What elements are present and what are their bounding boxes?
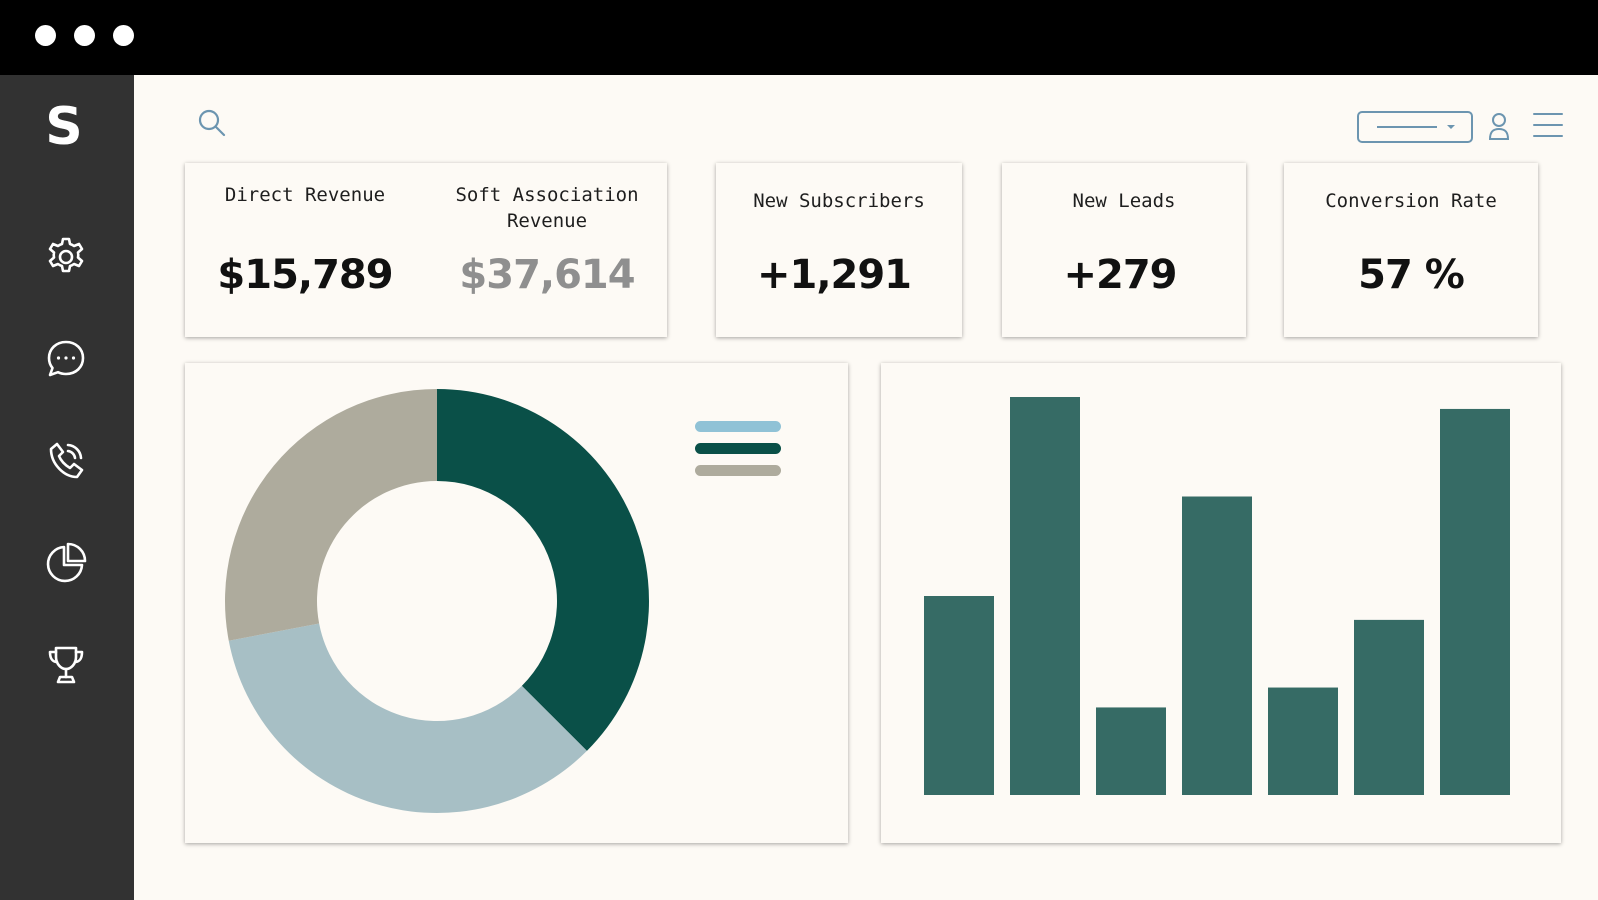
sidebar-item-messages[interactable] — [44, 337, 88, 381]
sidebar-item-analytics[interactable] — [44, 541, 88, 585]
bar-1 — [924, 596, 994, 795]
bar-4 — [1182, 496, 1252, 795]
trophy-icon — [48, 646, 84, 684]
new-leads-label: New Leads — [1072, 190, 1176, 212]
bar-chart-card — [881, 363, 1561, 843]
app-logo[interactable]: S — [45, 97, 83, 157]
bar-2 — [1010, 397, 1080, 795]
pie-chart-icon — [46, 542, 87, 583]
conversion-rate-label: Conversion Rate — [1325, 190, 1497, 212]
sidebar-item-achievements[interactable] — [44, 643, 88, 687]
menu-button[interactable] — [1532, 111, 1564, 139]
main-content: Direct Revenue $15,789 Soft Association … — [134, 75, 1598, 900]
hamburger-menu-icon — [1533, 113, 1563, 137]
user-icon — [1488, 113, 1510, 140]
direct-revenue-label: Direct Revenue — [224, 184, 386, 206]
chat-icon — [47, 340, 85, 377]
chevron-down-icon — [1447, 125, 1455, 129]
window-maximize-button[interactable] — [113, 25, 134, 46]
conversion-rate-value: 57 % — [1358, 252, 1465, 298]
new-leads-card: New Leads +279 — [1002, 163, 1246, 337]
window-titlebar — [0, 0, 1598, 75]
window-minimize-button[interactable] — [74, 25, 95, 46]
dropdown-select — [1357, 111, 1473, 143]
bar-chart — [924, 397, 1510, 795]
bar-5 — [1268, 687, 1338, 795]
new-leads-value: +279 — [1063, 252, 1177, 298]
legend-swatch-1 — [695, 421, 781, 432]
search-icon — [198, 109, 226, 137]
sidebar-item-calls[interactable] — [44, 439, 88, 483]
donut-chart — [225, 389, 781, 813]
search-button[interactable] — [196, 107, 228, 139]
donut-slice-1 — [437, 389, 649, 751]
bar-7 — [1440, 408, 1510, 795]
filter-dropdown[interactable] — [1357, 111, 1473, 143]
user-profile-button[interactable] — [1488, 111, 1510, 143]
sidebar: S — [0, 75, 134, 900]
new-subscribers-label: New Subscribers — [753, 190, 925, 212]
legend-swatch-2 — [695, 443, 781, 454]
window-close-button[interactable] — [35, 25, 56, 46]
donut-chart-card — [185, 363, 848, 843]
new-subscribers-value: +1,291 — [756, 252, 912, 298]
donut-slice-2 — [228, 623, 587, 813]
new-subscribers-card: New Subscribers +1,291 — [716, 163, 962, 337]
phone-icon — [49, 442, 84, 479]
conversion-rate-card: Conversion Rate 57 % — [1284, 163, 1538, 337]
gear-icon — [48, 237, 84, 273]
bar-3 — [1096, 707, 1166, 795]
legend-swatch-3 — [695, 465, 781, 476]
bar-6 — [1354, 619, 1424, 795]
sidebar-item-settings[interactable] — [44, 235, 88, 279]
soft-association-revenue-label: Soft Association Revenue — [455, 184, 639, 232]
direct-revenue-value: $15,789 — [217, 252, 393, 298]
donut-slice-3 — [225, 389, 437, 641]
soft-association-revenue-value: $37,614 — [459, 252, 635, 298]
revenue-card: Direct Revenue $15,789 Soft Association … — [185, 163, 667, 337]
